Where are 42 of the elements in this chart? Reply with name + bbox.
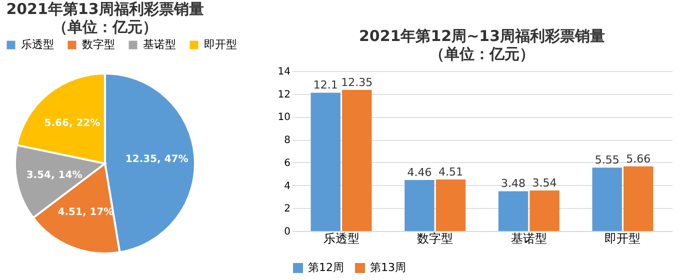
data-label: 12.35, 47% xyxy=(125,154,188,166)
data-label: 3.48 xyxy=(501,177,526,190)
bar xyxy=(436,179,466,231)
legend-label: 基诺型 xyxy=(143,38,176,51)
chart-title: 2021年第12周~13周福利彩票销量 xyxy=(358,27,606,45)
legend-label: 乐透型 xyxy=(21,38,54,51)
x-tick-label: 数字型 xyxy=(417,232,454,246)
y-tick-label: 0 xyxy=(284,226,290,238)
legend-label: 即开型 xyxy=(204,38,237,51)
chart-subtitle: （单位：亿元） xyxy=(52,18,158,36)
data-label: 5.66, 22% xyxy=(44,118,100,130)
data-label: 5.66 xyxy=(626,152,651,166)
data-label: 12.1 xyxy=(313,78,338,92)
bar xyxy=(624,166,654,231)
data-label: 5.55 xyxy=(594,154,620,167)
data-label: 3.54 xyxy=(532,176,557,190)
y-tick-label: 6 xyxy=(284,158,290,169)
data-label: 12.35 xyxy=(341,76,373,89)
data-label: 3.54, 14% xyxy=(26,170,82,181)
y-tick-label: 14 xyxy=(278,66,290,78)
y-tick-label: 2 xyxy=(284,204,290,215)
chart-title: 2021年第13周福利彩票销量 xyxy=(6,0,204,18)
bar xyxy=(530,190,560,231)
bar xyxy=(404,180,434,231)
y-tick-label: 8 xyxy=(284,135,290,146)
bar xyxy=(342,90,372,231)
y-tick-label: 10 xyxy=(278,112,290,124)
legend-label: 第13周 xyxy=(370,261,406,274)
bar xyxy=(498,191,528,231)
x-tick-label: 基诺型 xyxy=(510,232,547,246)
data-label: 4.46 xyxy=(407,166,432,180)
y-tick-label: 4 xyxy=(284,180,290,192)
bar xyxy=(310,92,340,231)
x-tick-label: 即开型 xyxy=(604,232,641,246)
chart-subtitle: （单位：亿元） xyxy=(430,45,534,63)
legend-label: 数字型 xyxy=(82,38,115,51)
data-label: 4.51, 17% xyxy=(58,206,114,218)
bar xyxy=(592,168,622,231)
legend-label: 第12周 xyxy=(308,261,344,274)
y-tick-label: 12 xyxy=(278,89,290,100)
data-label: 4.51 xyxy=(438,165,463,178)
x-tick-label: 乐透型 xyxy=(323,232,360,246)
